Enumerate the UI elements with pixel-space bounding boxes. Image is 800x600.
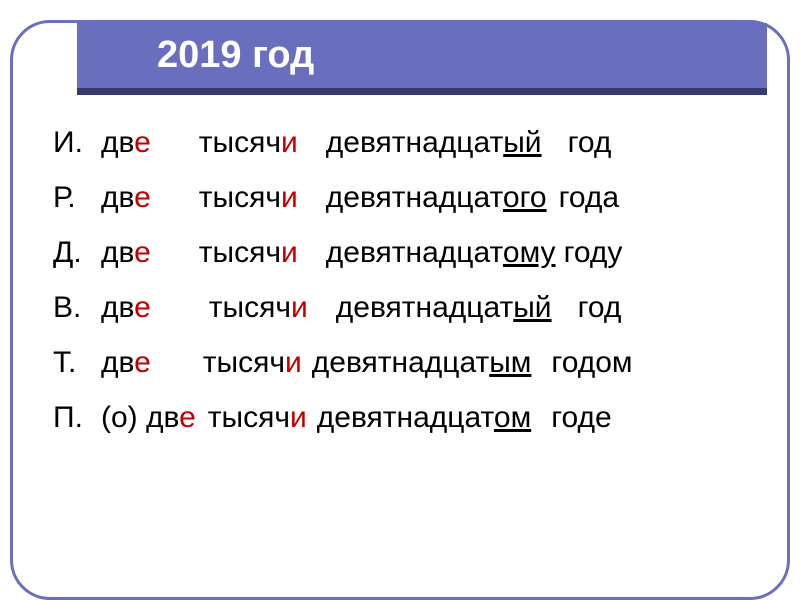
underlined-ending: ый xyxy=(513,291,551,324)
slide-title: 2019 год xyxy=(157,34,314,77)
declension-row: П.(о) две тысячи девятнадцатом годе xyxy=(53,398,747,437)
word-tysyachi: тысячи xyxy=(209,288,308,327)
content-box: 2019 год И.дветысячидевятнадцатыйгодР.дв… xyxy=(10,20,790,600)
word-tysyachi: тысячи xyxy=(203,343,302,382)
underlined-ending: ый xyxy=(503,126,541,159)
highlight-letter: и xyxy=(281,126,298,159)
word-dve: две xyxy=(101,288,151,327)
word-year: год xyxy=(578,288,622,327)
word-dve: (о) две xyxy=(101,398,196,437)
case-label: В. xyxy=(53,288,101,327)
word-dve: две xyxy=(101,233,151,272)
word-tysyachi: тысячи xyxy=(199,178,298,217)
highlight-letter: и xyxy=(291,291,308,324)
word-dve: две xyxy=(101,178,151,217)
case-label: Д. xyxy=(53,233,101,272)
highlight-letter: е xyxy=(134,291,151,324)
word-year: году xyxy=(564,233,623,272)
word-year: год xyxy=(568,123,612,162)
word-ordinal: девятнадцатому xyxy=(326,233,556,272)
highlight-letter: е xyxy=(179,401,196,434)
highlight-letter: е xyxy=(134,236,151,269)
word-year: годом xyxy=(551,343,632,382)
case-label: Т. xyxy=(53,343,101,382)
highlight-letter: и xyxy=(281,181,298,214)
highlight-letter: и xyxy=(290,401,307,434)
highlight-letter: и xyxy=(281,236,298,269)
underlined-ending: ому xyxy=(503,236,556,269)
word-ordinal: девятнадцатый xyxy=(326,123,542,162)
case-label: И. xyxy=(53,123,101,162)
highlight-letter: и xyxy=(285,346,302,379)
word-ordinal: девятнадцатого xyxy=(326,178,547,217)
declension-row: И.две тысячи девятнадцатый год xyxy=(53,123,747,162)
declension-row: Т.две тысячи девятнадцатым годом xyxy=(53,343,747,382)
word-tysyachi: тысячи xyxy=(199,233,298,272)
word-tysyachi: тысячи xyxy=(208,398,307,437)
word-dve: две xyxy=(101,123,151,162)
body-area: И.дветысячидевятнадцатыйгодР.дветысячиде… xyxy=(53,123,747,453)
word-ordinal: девятнадцатый xyxy=(336,288,552,327)
slide-frame: 2019 год И.дветысячидевятнадцатыйгодР.дв… xyxy=(0,0,800,600)
word-year: годе xyxy=(551,398,612,437)
underlined-ending: ым xyxy=(489,346,531,379)
word-ordinal: девятнадцатом xyxy=(317,398,531,437)
underlined-ending: ого xyxy=(503,181,547,214)
title-bar: 2019 год xyxy=(77,23,767,95)
declension-row: В.две тысячи девятнадцатый год xyxy=(53,288,747,327)
word-tysyachi: тысячи xyxy=(199,123,298,162)
declension-row: Р.две тысячи девятнадцатого года xyxy=(53,178,747,217)
highlight-letter: е xyxy=(134,181,151,214)
word-dve: две xyxy=(101,343,151,382)
word-ordinal: девятнадцатым xyxy=(312,343,532,382)
case-label: Р. xyxy=(53,178,101,217)
highlight-letter: е xyxy=(134,126,151,159)
highlight-letter: е xyxy=(134,346,151,379)
word-year: года xyxy=(559,178,620,217)
underlined-ending: ом xyxy=(494,401,531,434)
declension-row: Д.две тысячи девятнадцатомугоду xyxy=(53,233,747,272)
case-label: П. xyxy=(53,398,101,437)
